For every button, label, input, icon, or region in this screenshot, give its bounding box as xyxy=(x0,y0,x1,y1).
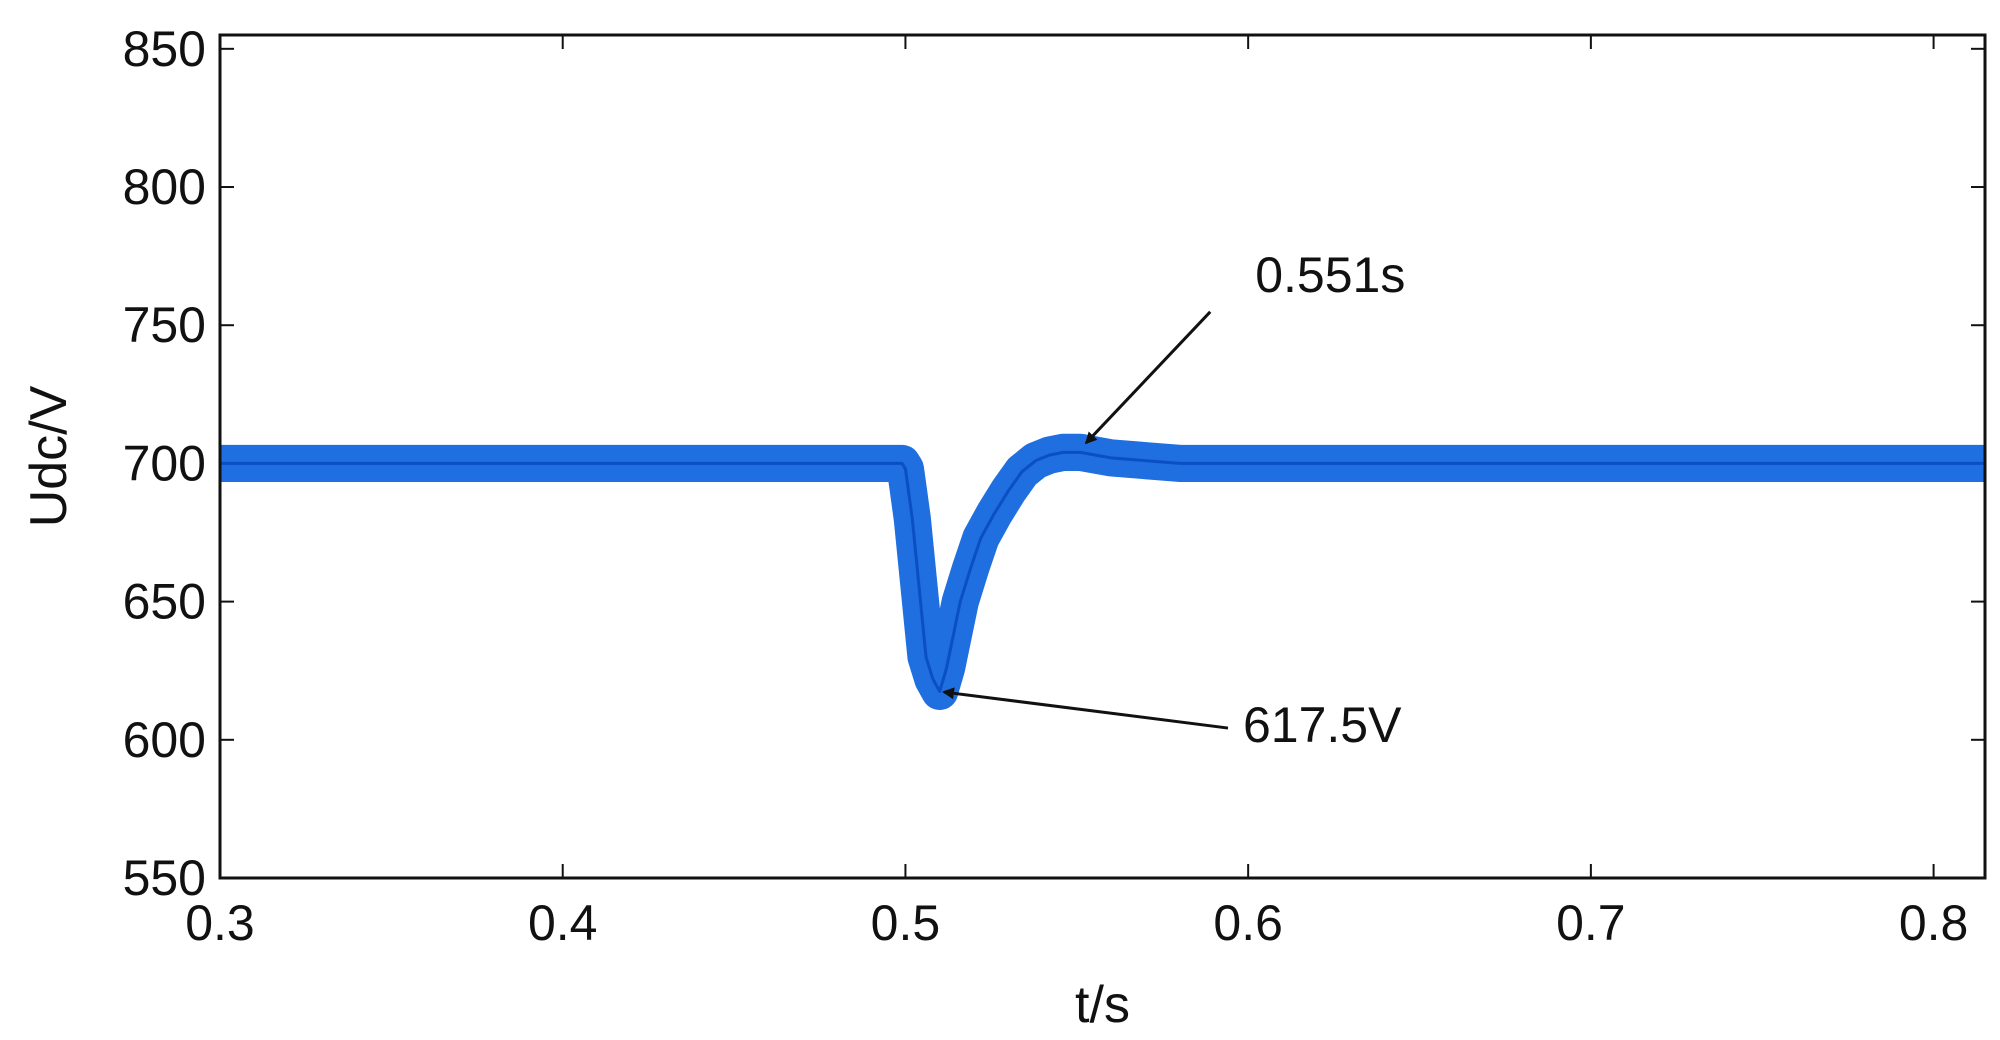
y-tick-label: 600 xyxy=(123,712,206,768)
annotation-label: 0.551s xyxy=(1255,247,1405,303)
tick-layer: 0.3 0.4 0.5 0.6 0.7 0.8 550 600 650 700 750 800 850 xyxy=(123,21,1985,951)
y-axis-title: Udc/V xyxy=(20,385,78,527)
x-tick-label: 0.5 xyxy=(871,895,941,951)
y-tick-label: 700 xyxy=(123,435,206,491)
annotation-arrow xyxy=(1084,310,1212,445)
x-axis-title: t/s xyxy=(1075,976,1130,1034)
y-tick-label: 750 xyxy=(123,297,206,353)
series-layer xyxy=(220,433,1985,711)
x-tick-label: 0.4 xyxy=(528,895,598,951)
series-line xyxy=(220,450,1985,693)
annotation-layer: 0.551s 617.5V xyxy=(942,247,1405,753)
x-tick-label: 0.3 xyxy=(185,895,255,951)
series-ripple-band xyxy=(220,433,1985,711)
y-tick-label: 550 xyxy=(123,850,206,906)
y-tick-label: 800 xyxy=(123,159,206,215)
y-tick-label: 850 xyxy=(123,21,206,77)
x-tick-label: 0.7 xyxy=(1556,895,1626,951)
annotation-label: 617.5V xyxy=(1243,697,1402,753)
x-tick-label: 0.6 xyxy=(1213,895,1283,951)
x-tick-label: 0.8 xyxy=(1899,895,1969,951)
annotation-arrow xyxy=(942,687,1229,730)
y-tick-label: 650 xyxy=(123,574,206,630)
plot-frame xyxy=(218,33,1987,880)
